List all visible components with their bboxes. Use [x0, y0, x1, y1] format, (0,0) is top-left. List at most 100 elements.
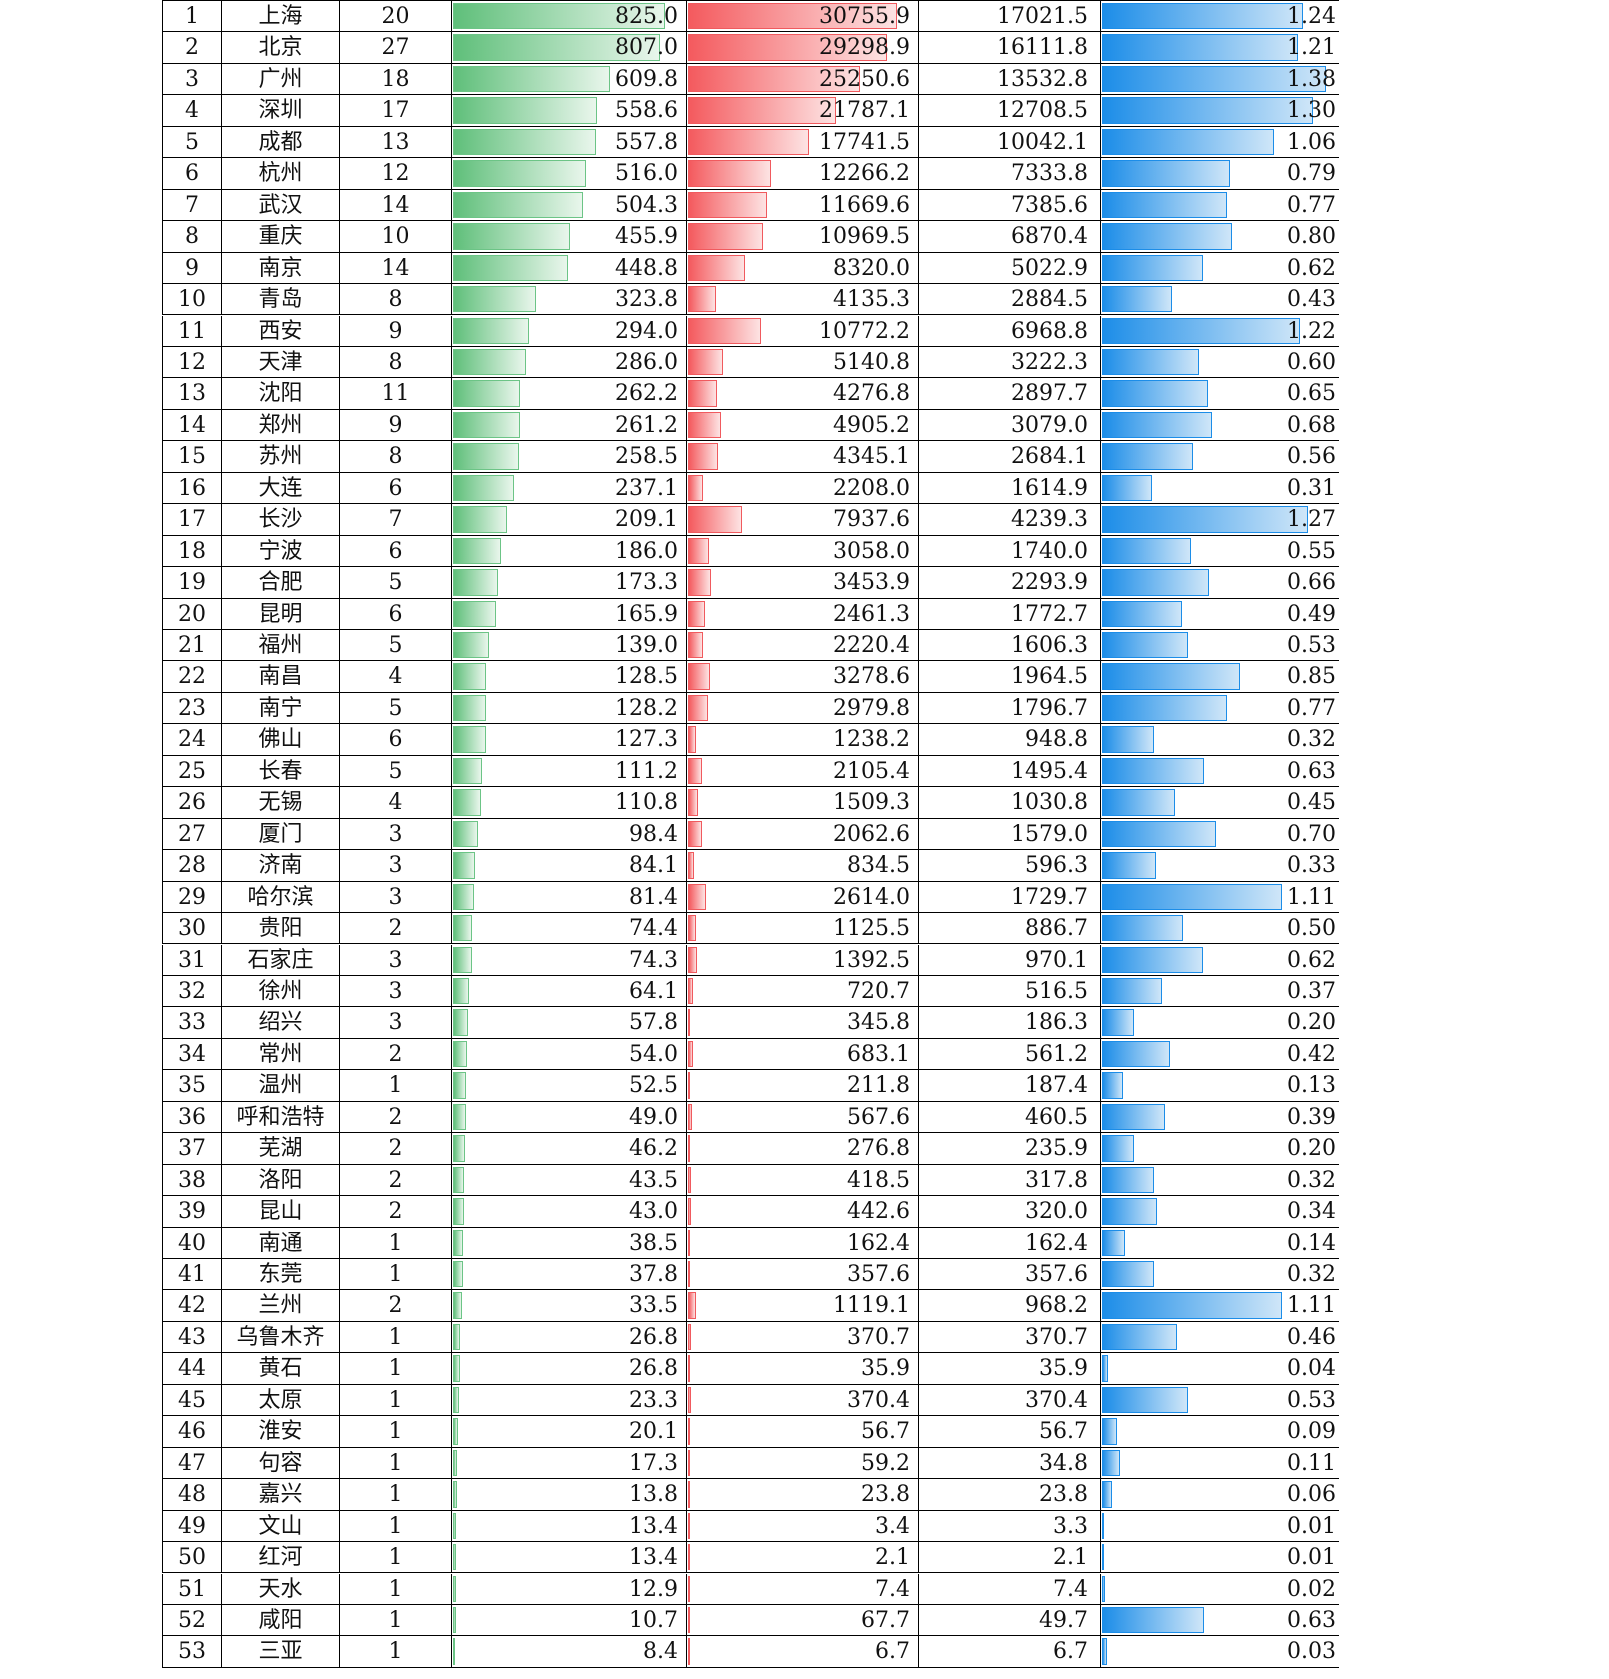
count-cell: 14 [339, 252, 451, 284]
data-bar-red [688, 1575, 690, 1602]
city-cell: 苏州 [221, 441, 339, 472]
value-a-cell: 10.7 [451, 1604, 686, 1636]
value-a: 43.0 [629, 1199, 678, 1225]
value-a-cell: 209.1 [451, 504, 686, 535]
data-bar-green [453, 1512, 457, 1540]
rank-cell: 51 [162, 1573, 221, 1604]
count-value: 2 [388, 1167, 403, 1193]
value-a: 323.8 [615, 287, 678, 313]
value-b-cell: 2105.4 [686, 755, 918, 787]
value-b: 2105.4 [833, 758, 910, 784]
value-a-cell: 110.8 [451, 787, 686, 818]
city-cell: 武汉 [221, 189, 339, 221]
value-c: 34.8 [1039, 1450, 1088, 1476]
count-cell: 1 [339, 1542, 451, 1573]
data-bar-red [688, 286, 717, 313]
value-a: 261.2 [615, 412, 678, 438]
count-value: 8 [388, 444, 403, 470]
value-c-cell: 6968.8 [918, 315, 1100, 346]
table-row: 37 芜湖 2 46.2 276.8 235.9 0.20 [162, 1133, 1339, 1165]
data-bar-blue [1102, 757, 1205, 785]
city-name: 长春 [258, 758, 303, 784]
city-cell: 大连 [221, 472, 339, 504]
count-cell: 1 [339, 1479, 451, 1510]
value-c: 1030.8 [1011, 790, 1088, 816]
value-c: 7.4 [1053, 1576, 1088, 1602]
value-d: 0.06 [1287, 1482, 1336, 1508]
rank-value: 31 [178, 947, 206, 973]
value-a: 84.1 [629, 853, 678, 879]
table-row: 5 成都 13 557.8 17741.5 10042.1 1.06 [162, 126, 1339, 159]
value-d-cell: 0.14 [1100, 1227, 1339, 1258]
city-cell: 天水 [221, 1573, 339, 1604]
rank-value: 24 [178, 727, 206, 753]
count-value: 1 [388, 1073, 403, 1099]
count-cell: 1 [339, 1636, 451, 1667]
city-cell: 嘉兴 [221, 1479, 339, 1510]
count-value: 7 [388, 507, 403, 533]
value-b: 29298.9 [819, 35, 910, 61]
table-row: 26 无锡 4 110.8 1509.3 1030.8 0.45 [162, 787, 1339, 819]
city-cell: 青岛 [221, 284, 339, 315]
city-name: 西安 [258, 318, 303, 344]
city-name: 石家庄 [247, 947, 314, 973]
value-d: 0.32 [1287, 1167, 1336, 1193]
data-bar-green [453, 1261, 463, 1288]
count-value: 3 [388, 947, 403, 973]
city-name: 重庆 [258, 224, 303, 250]
value-a: 258.5 [615, 444, 678, 470]
value-b: 35.9 [861, 1356, 910, 1382]
value-d: 0.55 [1287, 538, 1336, 564]
city-name: 句容 [258, 1450, 303, 1476]
value-d: 0.37 [1287, 978, 1336, 1004]
rank-value: 6 [185, 161, 199, 187]
rank-cell: 42 [162, 1290, 221, 1321]
data-bar-green [453, 1292, 462, 1319]
data-bar-blue [1102, 1418, 1117, 1445]
rank-value: 3 [185, 66, 199, 92]
data-bar-green [453, 537, 501, 565]
data-bar-green [453, 65, 610, 93]
rank-cell: 14 [162, 409, 221, 441]
city-name: 洛阳 [258, 1167, 303, 1193]
value-c-cell: 13532.8 [918, 63, 1100, 95]
city-name: 嘉兴 [258, 1482, 303, 1508]
city-cell: 长沙 [221, 504, 339, 535]
data-bar-red [688, 1355, 690, 1382]
count-cell: 3 [339, 818, 451, 850]
rank-cell: 17 [162, 504, 221, 535]
value-a-cell: 516.0 [451, 158, 686, 189]
value-b-cell: 8320.0 [686, 252, 918, 284]
value-b-cell: 10969.5 [686, 221, 918, 252]
value-a-cell: 127.3 [451, 724, 686, 755]
count-cell: 2 [339, 1164, 451, 1196]
city-cell: 乌鲁木齐 [221, 1321, 339, 1353]
table-row: 17 长沙 7 209.1 7937.6 4239.3 1.27 [162, 504, 1339, 536]
value-b: 3453.9 [833, 570, 910, 596]
count-value: 1 [388, 1639, 403, 1665]
data-bar-blue [1102, 1072, 1124, 1099]
count-value: 10 [381, 224, 410, 250]
value-a-cell: 262.2 [451, 378, 686, 409]
data-bar-blue [1102, 883, 1283, 911]
rank-cell: 20 [162, 598, 221, 629]
count-value: 3 [388, 853, 403, 879]
value-c: 317.8 [1025, 1167, 1088, 1193]
value-a: 49.0 [629, 1104, 678, 1130]
count-cell: 1 [339, 1416, 451, 1447]
value-b-cell: 23.8 [686, 1479, 918, 1510]
city-cell: 兰州 [221, 1290, 339, 1321]
city-name: 黄石 [258, 1356, 303, 1382]
table-row: 41 东莞 1 37.8 357.6 357.6 0.32 [162, 1259, 1339, 1291]
count-cell: 5 [339, 630, 451, 661]
rank-value: 34 [178, 1041, 206, 1067]
value-c-cell: 317.8 [918, 1164, 1100, 1196]
rank-cell: 33 [162, 1007, 221, 1038]
data-bar-blue [1102, 820, 1216, 848]
value-a-cell: 261.2 [451, 409, 686, 441]
value-c: 1495.4 [1011, 758, 1088, 784]
city-cell: 深圳 [221, 95, 339, 126]
value-a: 128.5 [615, 664, 678, 690]
city-cell: 合肥 [221, 567, 339, 598]
data-bar-green [453, 663, 487, 690]
